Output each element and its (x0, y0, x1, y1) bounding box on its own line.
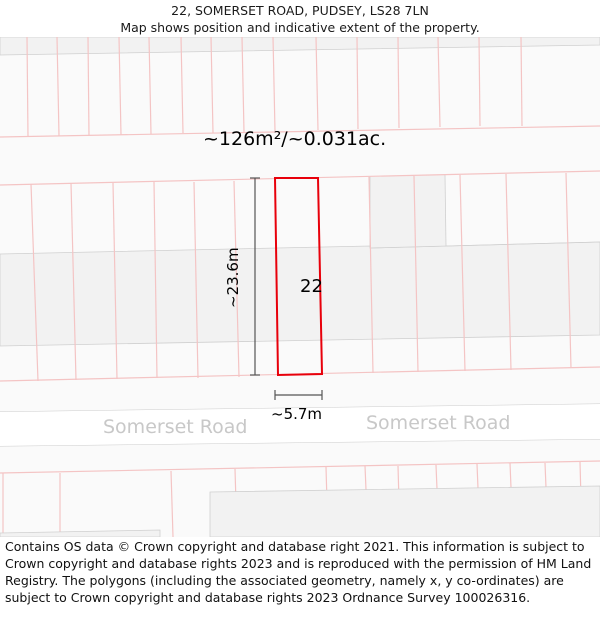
map-header: 22, SOMERSET ROAD, PUDSEY, LS28 7LN Map … (0, 0, 600, 37)
building-outline-2 (444, 174, 447, 247)
building-middle-right (370, 175, 446, 248)
property-address: 22, SOMERSET ROAD, PUDSEY, LS28 7LN (171, 3, 429, 18)
width-dimension-label: ~5.7m (271, 405, 323, 423)
plot-number-label: 22 (300, 276, 323, 297)
height-dimension-line (250, 177, 260, 376)
area-label: ~126m²/~0.031ac. (203, 128, 387, 150)
property-map[interactable]: ~126m²/~0.031ac. 22 ~23.6m ~5.7m Somerse… (0, 37, 600, 537)
building-bottom-left (0, 529, 161, 537)
road-surface (0, 404, 600, 446)
building-bottom-right (209, 485, 600, 537)
road-label-west: Somerset Road (103, 416, 248, 438)
building-top-strip (0, 37, 600, 56)
copyright-notice: Contains OS data © Crown copyright and d… (5, 539, 592, 605)
height-dimension-label: ~23.6m (224, 247, 242, 308)
width-dimension-line (274, 390, 323, 400)
top-row-parcels (0, 37, 600, 138)
property-boundary[interactable] (273, 177, 324, 377)
map-subtitle: Map shows position and indicative extent… (120, 20, 480, 35)
road-label-east: Somerset Road (366, 412, 511, 434)
